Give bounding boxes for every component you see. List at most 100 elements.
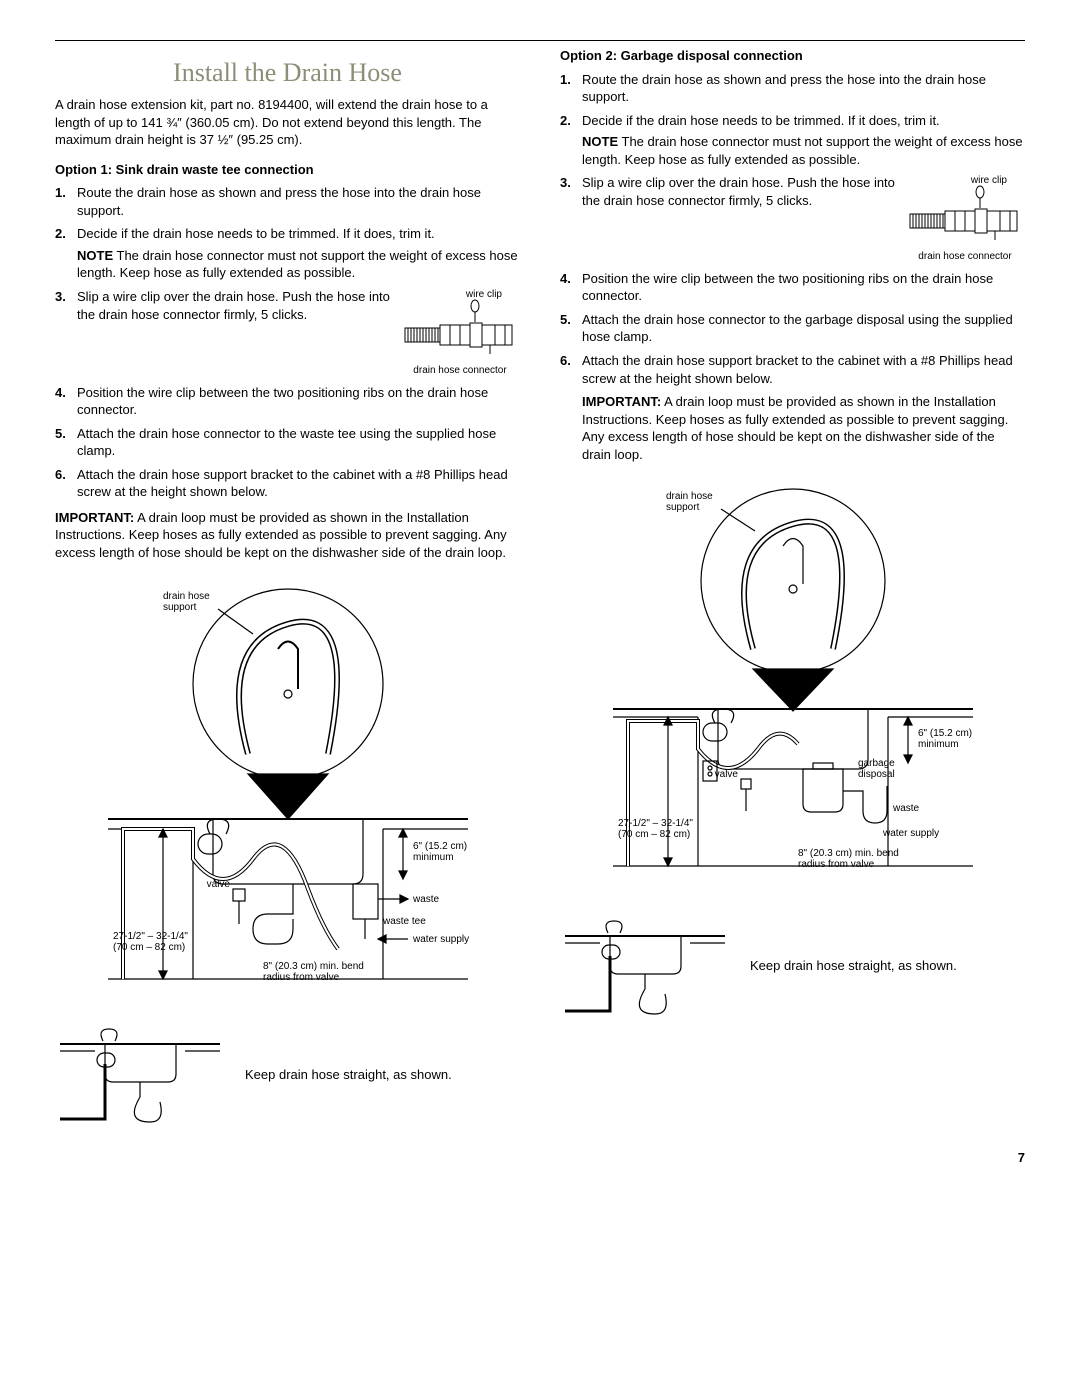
label: 6" (15.2 cm)	[413, 841, 467, 852]
label: 8" (20.3 cm) min. bend	[798, 848, 899, 859]
label: 27-1/2" – 32-1/4"	[113, 931, 188, 942]
step: 4. Position the wire clip between the tw…	[55, 384, 520, 419]
step: 3. Slip a wire clip over the drain hose.…	[55, 288, 520, 378]
step-body: Slip a wire clip over the drain hose. Pu…	[77, 288, 520, 378]
label: radius from valve	[798, 859, 875, 870]
important-label: IMPORTANT:	[582, 394, 661, 409]
step-number: 1.	[55, 184, 77, 219]
label: drain hose	[163, 591, 210, 602]
important-inline: IMPORTANT: A drain loop must be provided…	[582, 393, 1025, 463]
step-text: Attach the drain hose support bracket to…	[77, 466, 520, 501]
label: (70 cm – 82 cm)	[113, 942, 185, 953]
step-text: Position the wire clip between the two p…	[77, 384, 520, 419]
label: waste	[892, 803, 920, 814]
option2-header: Option 2: Garbage disposal connection	[560, 47, 1025, 65]
step-text-inner: Attach the drain hose support bracket to…	[582, 353, 1013, 386]
step-number: 1.	[560, 71, 582, 106]
label: waste	[412, 894, 440, 905]
step: 2. Decide if the drain hose needs to be …	[560, 112, 1025, 169]
option1-steps: 1. Route the drain hose as shown and pre…	[55, 184, 520, 501]
connector-diagram: wire clip	[905, 174, 1025, 264]
label: disposal	[858, 769, 895, 780]
label: 8" (20.3 cm) min. bend	[263, 961, 364, 972]
label: (70 cm – 82 cm)	[618, 829, 690, 840]
sink-diagram-svg: drain hose support 6" (15.2 cm) minimum …	[98, 579, 478, 989]
note-label: NOTE	[582, 134, 618, 149]
note-label: NOTE	[77, 248, 113, 263]
step-text: Route the drain hose as shown and press …	[582, 71, 1025, 106]
step-number: 5.	[55, 425, 77, 460]
step: 1. Route the drain hose as shown and pre…	[55, 184, 520, 219]
step: 6. Attach the drain hose support bracket…	[55, 466, 520, 501]
keep-straight-text: Keep drain hose straight, as shown.	[245, 1066, 452, 1084]
label: minimum	[413, 852, 454, 863]
label: water supply	[882, 828, 939, 839]
label: support	[163, 602, 197, 613]
label: valve	[714, 769, 738, 780]
step-number: 6.	[560, 352, 582, 463]
page-columns: Install the Drain Hose A drain hose exte…	[55, 47, 1025, 1129]
step-text: Decide if the drain hose needs to be tri…	[582, 112, 1025, 169]
step: 1. Route the drain hose as shown and pre…	[560, 71, 1025, 106]
top-rule	[55, 40, 1025, 41]
step-text: Attach the drain hose support bracket to…	[582, 352, 1025, 463]
step-text: Route the drain hose as shown and press …	[77, 184, 520, 219]
step-number: 5.	[560, 311, 582, 346]
keep-straight-text: Keep drain hose straight, as shown.	[750, 957, 957, 975]
step-number: 4.	[55, 384, 77, 419]
step-text: Slip a wire clip over the drain hose. Pu…	[77, 288, 390, 323]
connector-svg	[905, 184, 1025, 244]
step-number: 3.	[55, 288, 77, 378]
step-number: 2.	[55, 225, 77, 282]
disposal-diagram-svg: drain hose support 6" (15.2 cm) minimum …	[603, 481, 983, 881]
note-text: The drain hose connector must not suppor…	[77, 248, 518, 281]
keep-straight-block-2: Keep drain hose straight, as shown.	[560, 911, 1025, 1021]
step: 3. Slip a wire clip over the drain hose.…	[560, 174, 1025, 264]
option1-main-diagram: drain hose support 6" (15.2 cm) minimum …	[55, 579, 520, 989]
page-number: 7	[55, 1149, 1025, 1167]
step-text: Slip a wire clip over the drain hose. Pu…	[582, 174, 895, 209]
step-number: 3.	[560, 174, 582, 264]
note-block: NOTE The drain hose connector must not s…	[77, 247, 520, 282]
intro-paragraph: A drain hose extension kit, part no. 819…	[55, 96, 520, 149]
connector-svg	[400, 298, 520, 358]
option1-header: Option 1: Sink drain waste tee connectio…	[55, 161, 520, 179]
step-text: Decide if the drain hose needs to be tri…	[77, 225, 520, 282]
step: 5. Attach the drain hose connector to th…	[560, 311, 1025, 346]
label: radius from valve	[263, 972, 340, 983]
step-number: 4.	[560, 270, 582, 305]
label: water supply	[412, 934, 469, 945]
step-number: 6.	[55, 466, 77, 501]
label: 6" (15.2 cm)	[918, 728, 972, 739]
section-title: Install the Drain Hose	[55, 55, 520, 90]
left-column: Install the Drain Hose A drain hose exte…	[55, 47, 520, 1129]
option2-steps: 1. Route the drain hose as shown and pre…	[560, 71, 1025, 464]
option2-main-diagram: drain hose support 6" (15.2 cm) minimum …	[560, 481, 1025, 881]
step-text: Position the wire clip between the two p…	[582, 270, 1025, 305]
label: drain hose	[666, 491, 713, 502]
important-block: IMPORTANT: A drain loop must be provided…	[55, 509, 520, 562]
step-text: Attach the drain hose connector to the g…	[582, 311, 1025, 346]
step: 5. Attach the drain hose connector to th…	[55, 425, 520, 460]
note-block: NOTE The drain hose connector must not s…	[582, 133, 1025, 168]
step-text-inner: Decide if the drain hose needs to be tri…	[582, 113, 940, 128]
keep-straight-block: Keep drain hose straight, as shown.	[55, 1019, 520, 1129]
label: minimum	[918, 739, 959, 750]
label: waste tee	[382, 916, 426, 927]
step-number: 2.	[560, 112, 582, 169]
label: support	[666, 502, 700, 513]
label: garbage	[858, 758, 895, 769]
step-body: Slip a wire clip over the drain hose. Pu…	[582, 174, 1025, 264]
connector-label: drain hose connector	[400, 364, 520, 378]
connector-label: drain hose connector	[905, 250, 1025, 264]
step: 4. Position the wire clip between the tw…	[560, 270, 1025, 305]
keep-straight-svg	[560, 911, 730, 1021]
step: 6. Attach the drain hose support bracket…	[560, 352, 1025, 463]
step-text-inner: Decide if the drain hose needs to be tri…	[77, 226, 435, 241]
step-text: Attach the drain hose connector to the w…	[77, 425, 520, 460]
label: 27-1/2" – 32-1/4"	[618, 818, 693, 829]
keep-straight-svg	[55, 1019, 225, 1129]
important-label: IMPORTANT:	[55, 510, 134, 525]
connector-diagram: wire clip	[400, 288, 520, 378]
label: valve	[206, 879, 230, 890]
